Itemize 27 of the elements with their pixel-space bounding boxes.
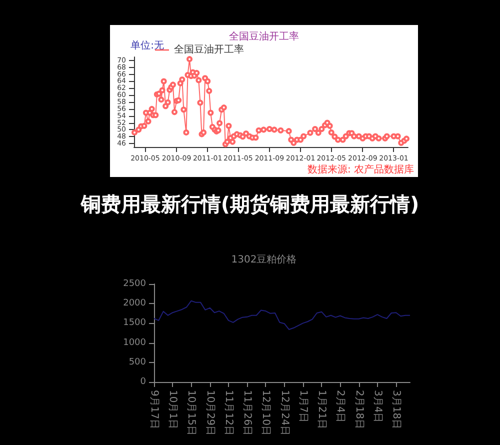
- x-tick-label: 9月17日: [148, 390, 160, 430]
- x-tick-label: 10月29日: [204, 390, 216, 436]
- x-tick-label: 12月24日: [278, 390, 290, 436]
- y-tick-label: 1000: [123, 338, 146, 348]
- x-tick-label: 12月10日: [260, 390, 272, 436]
- y-tick-label: 2500: [123, 279, 146, 289]
- x-tick-label: 3月4日: [372, 390, 383, 423]
- y-tick-label: 2000: [123, 298, 146, 309]
- x-tick-label: 2月18日: [353, 390, 364, 430]
- x-tick-label: 2月4日: [334, 390, 346, 423]
- text: 铜费用最新行情(期货铜费用最新行情): [80, 191, 420, 218]
- x-tick-label: 11月26日: [242, 390, 253, 436]
- y-tick-label: 1500: [123, 318, 146, 328]
- line-series: [154, 300, 410, 330]
- y-tick-label: 500: [128, 357, 146, 368]
- x-tick-label: 10月15日: [186, 390, 197, 436]
- y-axis-title: 单位:无: [130, 40, 164, 52]
- chart-title: 1302豆粕价格: [231, 254, 297, 266]
- x-tick-label: 11月12日: [222, 390, 234, 436]
- legend-label: 全国豆油开工率: [174, 44, 244, 56]
- x-tick-label: 3月18日: [390, 390, 402, 430]
- x-tick-label: 10月1日: [167, 390, 178, 430]
- x-tick-label: 1月21日: [316, 390, 328, 430]
- y-tick-label: 0: [140, 377, 146, 387]
- x-tick-label: 1月7日: [297, 390, 308, 423]
- chart-title: 全国豆油开工率: [229, 30, 299, 42]
- source-note: 数据来源: 农产品数据库: [307, 164, 414, 176]
